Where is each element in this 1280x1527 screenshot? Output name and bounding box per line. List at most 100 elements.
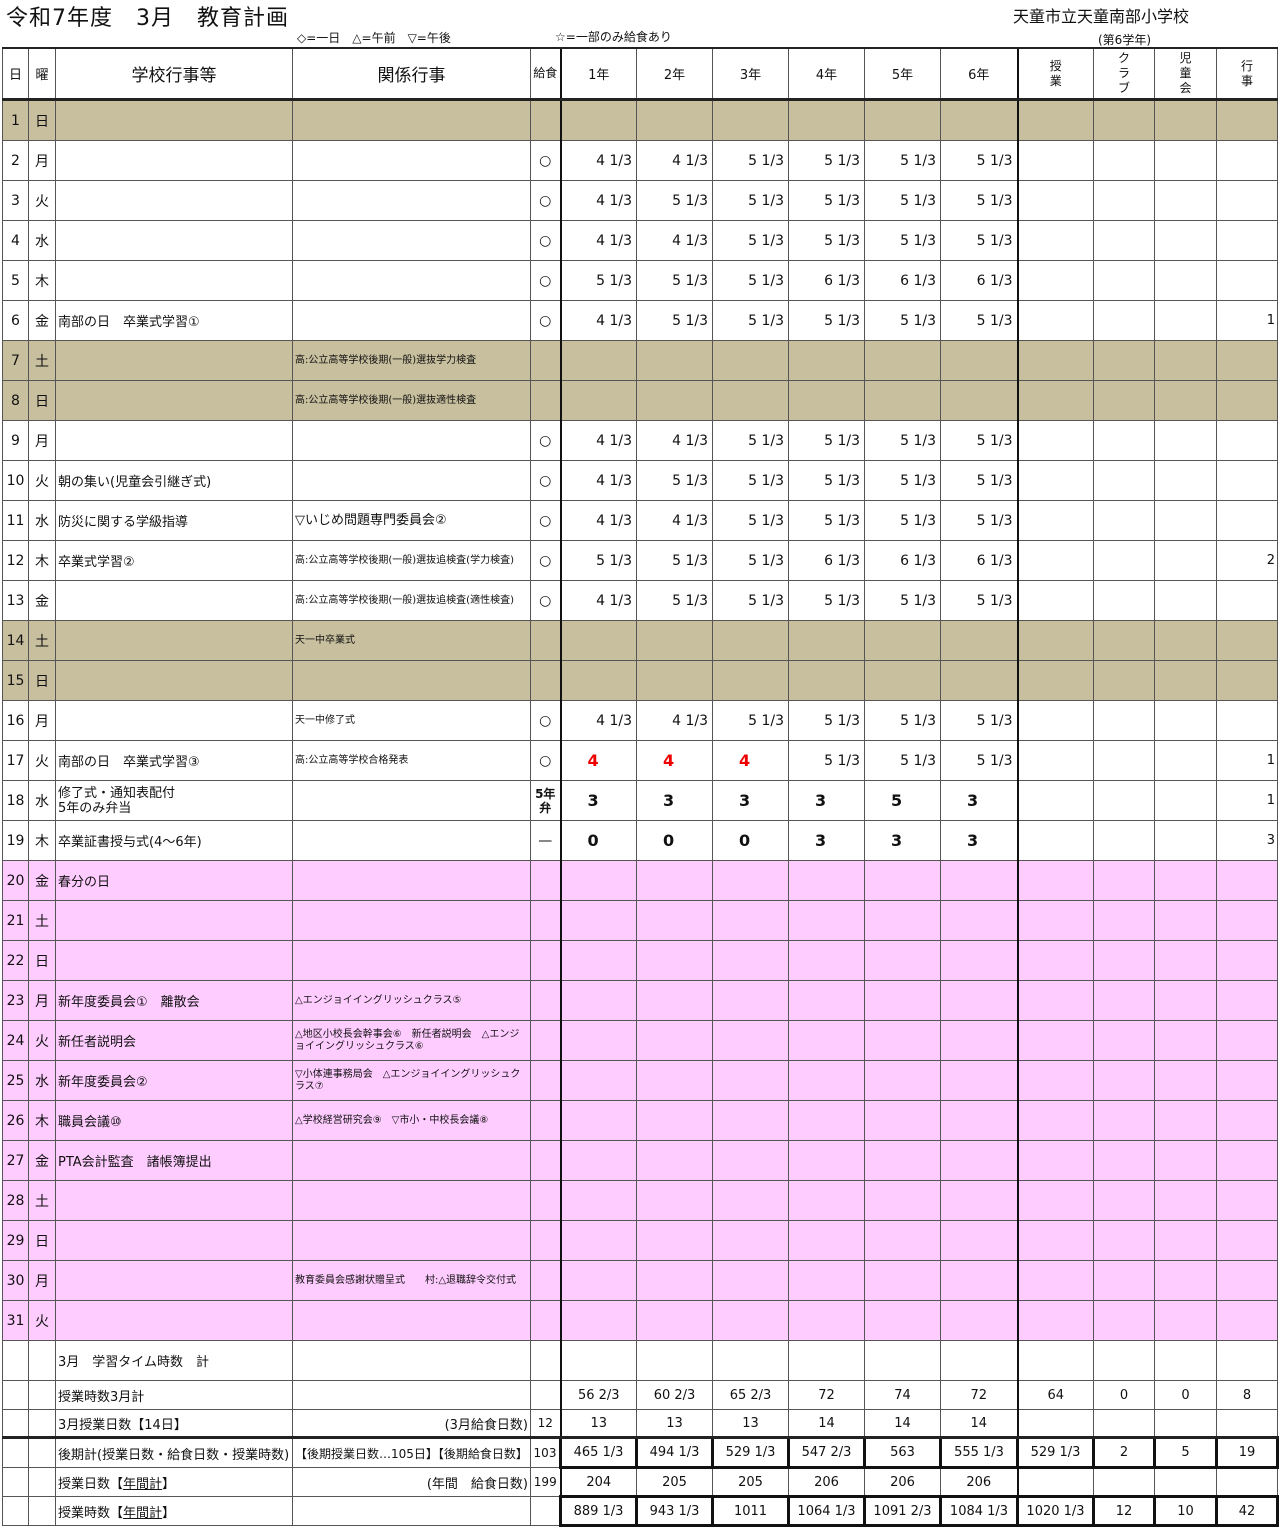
day-number: 23 <box>2 980 29 1021</box>
day-number <box>2 1437 29 1468</box>
grade-5-hours: 5 <box>864 780 941 821</box>
grade-2-hours <box>636 620 713 661</box>
grade-1-hours <box>559 900 637 941</box>
grade-3-hours <box>712 940 789 981</box>
council-count <box>1154 300 1217 341</box>
council-count <box>1154 820 1217 861</box>
club-count <box>1093 620 1155 661</box>
summary-row: 授業時数3月計 56 2/3 60 2/3 65 2/3 72 74 72 64 0 0 8 <box>2 1380 1278 1410</box>
grade-2-hours: 5 1/3 <box>636 580 713 621</box>
weekday: 水 <box>28 1060 56 1101</box>
weekday: 土 <box>28 1180 56 1221</box>
grade-6-hours <box>940 1060 1018 1101</box>
grade-2-hours: 5 1/3 <box>636 300 713 341</box>
grade-5-hours <box>864 1060 941 1101</box>
day-number: 21 <box>2 900 29 941</box>
grade-1-hours: 4 1/3 <box>559 700 637 741</box>
lunch-mark: ○ <box>530 700 561 741</box>
grade-2-total: 60 2/3 <box>636 1380 713 1410</box>
table-row: 27 金 PTA会計監査 諸帳簿提出 <box>2 1140 1278 1181</box>
day-number <box>2 1409 29 1439</box>
classes-count <box>1016 99 1094 141</box>
grade-5-hours <box>864 900 941 941</box>
club-total <box>1093 1467 1155 1497</box>
summary-row: 授業時数【年間計】 889 1/3 943 1/3 1011 1064 1/3 1091 … <box>2 1495 1279 1527</box>
events-count <box>1216 220 1278 261</box>
school-event <box>55 1180 293 1221</box>
grade-2-hours <box>636 900 713 941</box>
day-number: 29 <box>2 1220 29 1261</box>
council-count <box>1154 460 1217 501</box>
grade-3-hours: 5 1/3 <box>712 140 789 181</box>
council-count <box>1154 660 1217 701</box>
grade-4-hours <box>788 980 865 1021</box>
grade-6-hours: 5 1/3 <box>940 500 1018 541</box>
weekday: 月 <box>28 140 56 181</box>
classes-total <box>1016 1409 1094 1439</box>
classes-count <box>1016 500 1094 541</box>
club-count <box>1093 1140 1155 1181</box>
grade-2-hours <box>636 380 713 421</box>
council-count <box>1154 1180 1217 1221</box>
events-count <box>1216 940 1278 981</box>
club-count <box>1093 780 1155 821</box>
related-event <box>292 180 531 221</box>
related-event <box>292 780 531 821</box>
classes-count <box>1016 1220 1094 1261</box>
grade-3-hours: 3 <box>712 780 789 821</box>
classes-count <box>1016 900 1094 941</box>
grade-5-total: 14 <box>864 1409 941 1439</box>
grade-5-hours: 5 1/3 <box>864 460 941 501</box>
club-count <box>1093 1180 1155 1221</box>
weekday: 月 <box>28 700 56 741</box>
grade-4-hours: 5 1/3 <box>788 580 865 621</box>
club-total <box>1093 1409 1155 1439</box>
grade-4-hours: 5 1/3 <box>788 220 865 261</box>
weekday: 火 <box>28 740 56 781</box>
council-count <box>1154 99 1217 141</box>
grade-3-hours: 5 1/3 <box>712 580 789 621</box>
events-count <box>1216 700 1278 741</box>
day-number: 4 <box>2 220 29 261</box>
grade-5-hours <box>864 940 941 981</box>
summary-label: 3月授業日数【14日】 <box>55 1409 293 1439</box>
events-count <box>1216 620 1278 661</box>
grade-6-hours: 5 1/3 <box>940 300 1018 341</box>
events-count: 1 <box>1216 780 1278 821</box>
lunch-mark <box>530 940 561 981</box>
day-number <box>2 1380 29 1410</box>
related-event <box>292 1220 531 1261</box>
grade-6-total: 555 1/3 <box>939 1436 1019 1469</box>
table-row: 13 金高:公立高等学校後期(一般)選抜追検査(適性検査) ○ 4 1/3 5 1/3 5… <box>2 580 1278 621</box>
lunch-mark <box>530 860 561 901</box>
day-number: 2 <box>2 140 29 181</box>
grade-6-hours <box>940 99 1018 141</box>
related-event: ▽いじめ問題専門委員会② <box>292 500 531 541</box>
weekday: 土 <box>28 900 56 941</box>
grade-label: (第6学年) <box>1098 33 1151 47</box>
grade-2-hours: 5 1/3 <box>636 460 713 501</box>
grade-3-hours <box>712 620 789 661</box>
classes-count <box>1016 460 1094 501</box>
table-row: 9 月 ○ 4 1/3 4 1/3 5 1/3 5 1/3 5 1/3 5 1/3 <box>2 420 1278 461</box>
grade-3-hours: 5 1/3 <box>712 180 789 221</box>
lunch-mark: — <box>530 820 561 861</box>
school-event <box>55 420 293 461</box>
club-count <box>1093 1220 1155 1261</box>
grade-4-hours <box>788 620 865 661</box>
grade-2-hours: 4 1/3 <box>636 220 713 261</box>
table-row: 15 日 <box>2 660 1278 701</box>
table-row: 2 月 ○ 4 1/3 4 1/3 5 1/3 5 1/3 5 1/3 5 1/3 <box>2 140 1278 181</box>
grade-2-hours <box>636 1140 713 1181</box>
table-row: 3 火 ○ 4 1/3 5 1/3 5 1/3 5 1/3 5 1/3 5 1/3 <box>2 180 1278 221</box>
school-event: 防災に関する学級指導 <box>55 500 293 541</box>
weekday: 金 <box>28 580 56 621</box>
grade-4-hours <box>788 380 865 421</box>
weekday: 火 <box>28 1020 56 1061</box>
council-total: 10 <box>1153 1495 1218 1527</box>
grade-2-hours <box>636 1060 713 1101</box>
col-events: 行事 <box>1216 47 1278 101</box>
page-title: 令和7年度 3月 教育計画 <box>6 6 289 31</box>
related-event <box>292 1140 531 1181</box>
council-count <box>1154 980 1217 1021</box>
